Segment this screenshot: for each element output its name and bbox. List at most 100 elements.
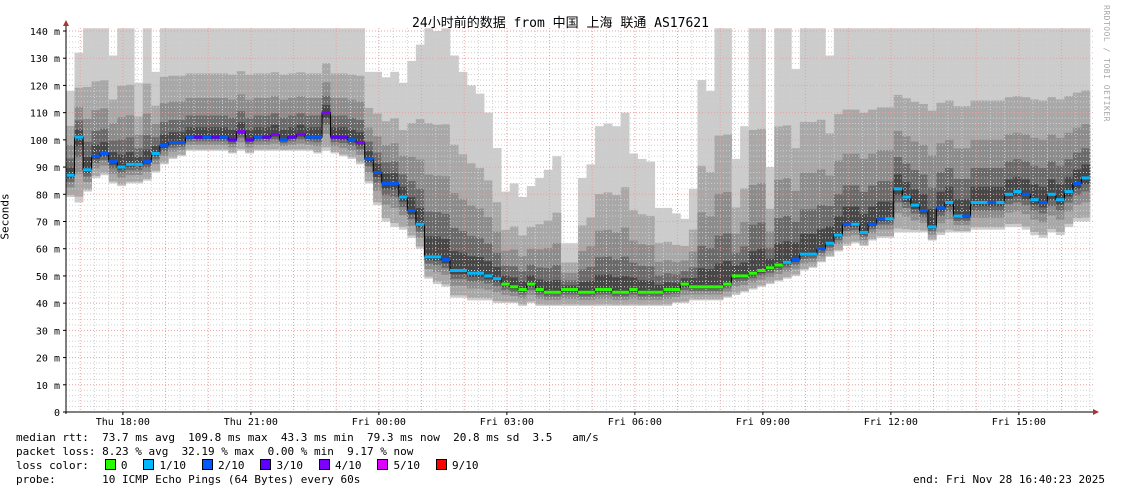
smoke-band	[262, 127, 272, 140]
smoke-band	[475, 257, 485, 278]
median-loss-mark	[142, 160, 152, 164]
smoke-band	[680, 278, 690, 287]
median-loss-mark	[1047, 192, 1056, 196]
smoke-band	[944, 186, 954, 207]
median-loss-mark	[595, 288, 604, 292]
x-tick-label: Fri 12:00	[864, 417, 918, 428]
smoke-band	[654, 284, 664, 295]
loss-legend-label: 4/10	[334, 459, 362, 472]
smoke-band	[910, 189, 920, 209]
median-loss-mark	[83, 168, 92, 172]
y-tick-label: 60 m	[36, 245, 60, 256]
smoke-band	[612, 277, 621, 295]
loss-swatch	[435, 459, 447, 470]
loss-legend-label: 5/10	[393, 459, 420, 472]
smoke-band	[791, 242, 801, 262]
median-loss-mark	[125, 162, 135, 166]
median-loss-mark	[765, 266, 775, 270]
median-loss-mark	[723, 282, 732, 286]
smoke-band	[125, 152, 135, 168]
loss-swatch	[104, 459, 116, 470]
median-loss-mark	[339, 135, 348, 139]
smoke-band	[996, 186, 1005, 207]
median-loss-mark	[1081, 176, 1090, 180]
smoke-band	[885, 201, 895, 222]
smoke-band	[364, 151, 374, 163]
median-loss-mark	[560, 288, 570, 292]
median-loss-mark	[996, 200, 1005, 204]
smoke-band	[236, 122, 246, 135]
packet-loss-stats: packet loss: 8.23 % avg 32.19 % max 0.00…	[16, 445, 414, 458]
median-loss-mark	[108, 160, 118, 164]
x-tick-label: Fri 15:00	[992, 417, 1046, 428]
smoke-band	[1072, 169, 1082, 189]
median-loss-mark	[450, 268, 459, 272]
median-loss-mark	[748, 271, 758, 275]
smoke-band	[1047, 179, 1057, 200]
smoke-band	[228, 129, 237, 142]
loss-legend-label: 2/10	[217, 459, 245, 472]
loss-swatch	[260, 459, 272, 470]
x-tick-label: Thu 21:00	[224, 417, 278, 428]
smoke-band	[415, 208, 425, 228]
smoke-band	[373, 163, 383, 178]
loss-legend-label: 1/10	[159, 459, 186, 472]
x-tick-label: Fri 09:00	[736, 417, 790, 428]
median-loss-mark	[569, 288, 578, 292]
median-loss-mark	[364, 157, 374, 161]
median-loss-mark	[620, 290, 630, 294]
median-loss-mark	[629, 288, 638, 292]
median-loss-mark	[578, 290, 587, 294]
median-loss-mark	[927, 225, 937, 229]
median-loss-mark	[381, 181, 391, 185]
smoke-band	[347, 129, 357, 143]
median-loss-mark	[304, 135, 314, 139]
median-loss-mark	[987, 200, 997, 204]
loss-legend-label: 9/10	[451, 459, 479, 472]
smoke-band	[646, 280, 656, 295]
median-loss-mark	[876, 217, 886, 221]
median-rtt-stats: median rtt: 73.7 ms avg 109.8 ms max 43.…	[16, 431, 599, 444]
smoke-band	[407, 197, 417, 215]
median-loss-mark	[962, 214, 971, 218]
smoke-band	[356, 132, 365, 146]
y-tick-label: 50 m	[36, 272, 60, 283]
smoke-band	[185, 127, 195, 140]
smoke-band	[202, 127, 212, 140]
smoke-band	[919, 194, 929, 214]
median-loss-mark	[287, 135, 297, 139]
smoke-band	[159, 134, 169, 148]
smoke-band	[398, 186, 408, 202]
median-loss-mark	[953, 214, 962, 218]
median-loss-mark	[1021, 192, 1031, 196]
median-loss-mark	[176, 141, 186, 145]
smoke-band	[313, 127, 323, 140]
median-loss-mark	[356, 141, 365, 145]
smoke-band	[1030, 184, 1040, 205]
median-loss-mark	[458, 268, 468, 272]
smoke-band	[296, 124, 306, 137]
median-loss-mark	[970, 200, 980, 204]
smoke-band	[432, 236, 442, 261]
smoke-band	[1038, 186, 1048, 208]
smoke-band	[501, 275, 511, 287]
smoke-band	[1055, 184, 1065, 205]
median-loss-mark	[313, 135, 322, 139]
median-loss-mark	[228, 138, 237, 142]
loss-legend-item: 2/10	[201, 459, 245, 472]
smoke-band	[987, 186, 997, 207]
smoke-band	[663, 282, 673, 292]
median-loss-mark	[663, 288, 672, 292]
smoke-band	[970, 186, 980, 207]
smoke-band	[279, 129, 289, 142]
median-loss-mark	[825, 241, 834, 245]
median-loss-mark	[1030, 198, 1039, 202]
smoke-band	[100, 142, 109, 157]
smoke-band	[714, 235, 724, 292]
median-loss-mark	[91, 154, 101, 158]
smoke-band	[339, 127, 348, 140]
smoke-band	[1064, 176, 1074, 197]
median-loss-mark	[373, 171, 382, 175]
median-loss-mark	[424, 255, 433, 259]
